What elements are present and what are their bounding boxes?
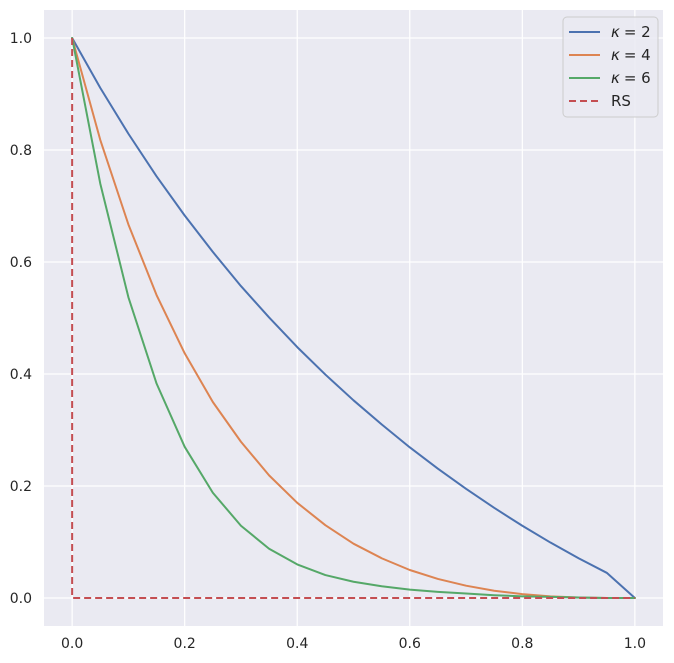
legend-box <box>562 16 659 118</box>
legend-symbol: κ <box>611 46 620 64</box>
x-tick-label: 0.2 <box>174 636 196 652</box>
legend-symbol: κ <box>611 23 620 41</box>
legend-label: RS <box>611 92 631 110</box>
y-tick-label: 0.6 <box>10 255 32 271</box>
legend-value: = 4 <box>624 46 651 64</box>
x-tick-label: 0.4 <box>286 636 308 652</box>
legend-label: κ = 4 <box>611 46 651 64</box>
legend-value: = 6 <box>624 69 651 87</box>
series-lines <box>71 37 636 599</box>
y-tick-label: 0.8 <box>10 143 32 159</box>
series-line-2 <box>71 37 636 599</box>
x-tick-label: 0.8 <box>511 636 533 652</box>
y-tick-label: 0.4 <box>10 367 32 383</box>
x-tick-label: 1.0 <box>624 636 646 652</box>
gridlines <box>44 10 663 626</box>
x-tick-labels: 0.0 0.2 0.4 0.6 0.8 1.0 <box>61 636 646 652</box>
legend-value: = 2 <box>624 23 651 41</box>
plot-background <box>44 10 663 626</box>
x-tick-label: 0.0 <box>61 636 83 652</box>
legend-label: κ = 6 <box>611 69 651 87</box>
series-line-1 <box>71 37 636 599</box>
series-line-3 <box>71 37 636 599</box>
legend-label: κ = 2 <box>611 23 651 41</box>
x-tick-label: 0.6 <box>399 636 421 652</box>
legend-symbol: κ <box>611 69 620 87</box>
y-tick-label: 1.0 <box>10 31 32 47</box>
y-tick-labels: 0.0 0.2 0.4 0.6 0.8 1.0 <box>10 31 32 607</box>
y-tick-label: 0.2 <box>10 479 32 495</box>
y-tick-label: 0.0 <box>10 591 32 607</box>
series-line-4 <box>71 38 635 599</box>
legend: κ = 2κ = 4κ = 6RS <box>562 16 659 118</box>
